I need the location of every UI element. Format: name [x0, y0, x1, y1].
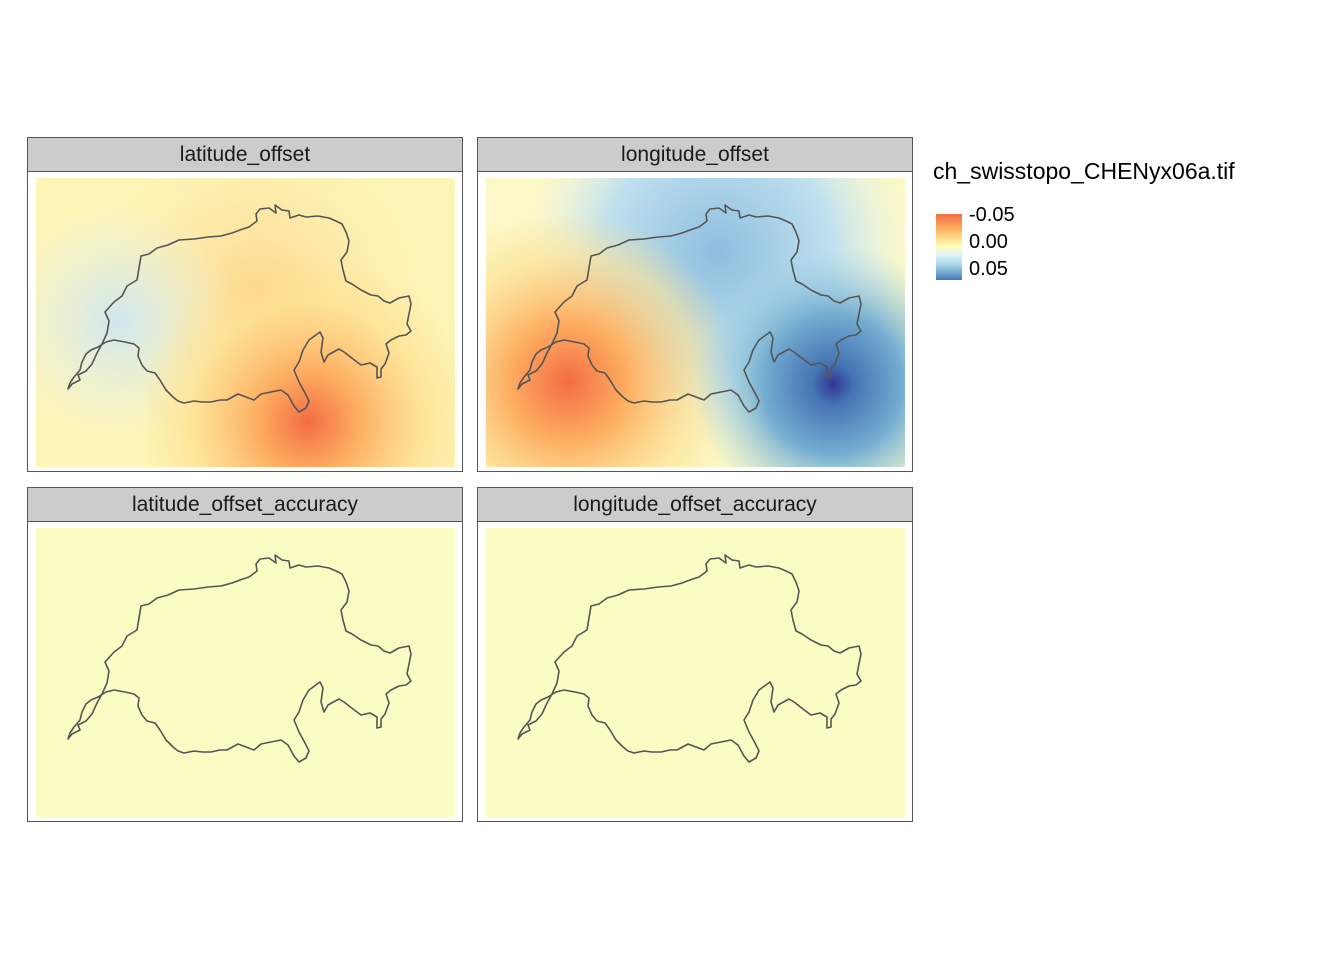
facet-strip-title: latitude_offset — [28, 138, 462, 172]
raster-background — [36, 528, 455, 817]
facet-panel-latitude-offset-accuracy: latitude_offset_accuracy — [27, 487, 463, 822]
legend-label-mid: 0.00 — [969, 231, 1008, 253]
facet-strip-title: latitude_offset_accuracy — [28, 488, 462, 522]
raster-background — [486, 528, 905, 817]
raster-map-longitude-offset-accuracy — [486, 528, 905, 817]
legend-title: ch_swisstopo_CHENyx06a.tif — [933, 158, 1235, 184]
raster-hotspot-south — [36, 178, 455, 467]
raster-map-longitude-offset — [486, 178, 905, 467]
facet-panel-latitude-offset: latitude_offset — [27, 137, 463, 472]
legend-label-max: 0.05 — [969, 258, 1008, 280]
facet-panel-longitude-offset: longitude_offset — [477, 137, 913, 472]
facet-strip-title: longitude_offset_accuracy — [478, 488, 912, 522]
legend-label-min: -0.05 — [969, 204, 1015, 226]
raster-map-latitude-offset-accuracy — [36, 528, 455, 817]
raster-map-latitude-offset — [36, 178, 455, 467]
facet-strip-title: longitude_offset — [478, 138, 912, 172]
raster-cold-southeast — [486, 178, 905, 467]
facet-panel-longitude-offset-accuracy: longitude_offset_accuracy — [477, 487, 913, 822]
legend-colorbar — [936, 214, 962, 280]
